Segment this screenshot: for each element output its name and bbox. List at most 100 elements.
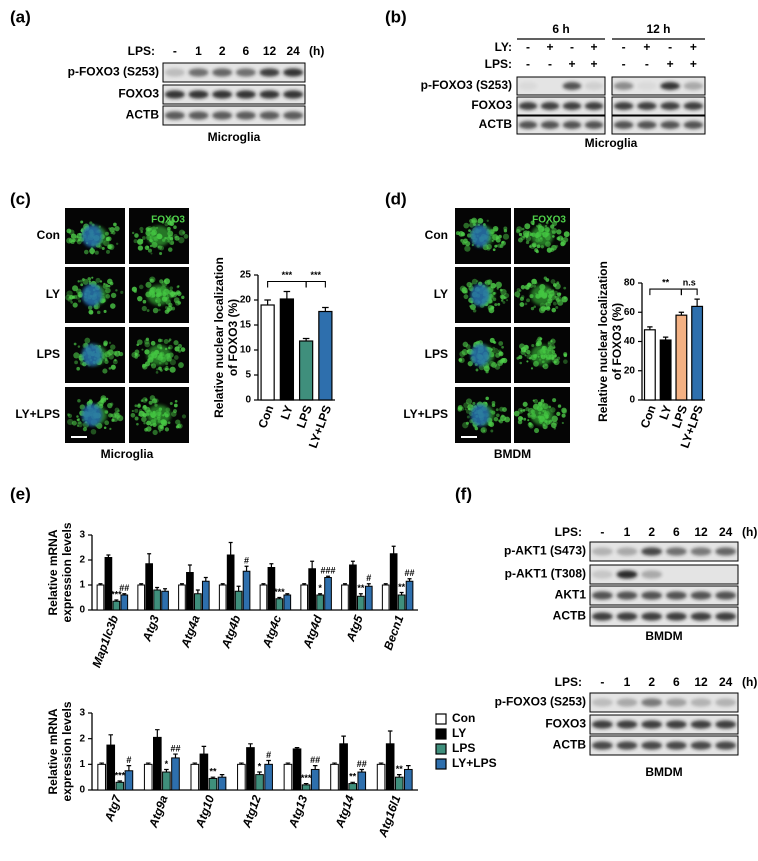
stain-dot — [144, 427, 148, 432]
blot-background — [589, 692, 739, 713]
bar — [283, 763, 293, 791]
bar — [349, 564, 357, 611]
stain-dot — [131, 351, 138, 358]
y-tick-label: 1 — [79, 580, 85, 591]
condition-label: LPS — [37, 347, 60, 361]
stain-dot — [116, 414, 120, 418]
stain-dot — [471, 278, 478, 285]
stain-dot — [152, 429, 158, 436]
significance-label: ## — [119, 583, 129, 593]
stain-dot — [112, 359, 118, 365]
blot-strip — [162, 62, 306, 83]
stain-dot — [173, 403, 178, 408]
sign-label: + — [690, 57, 697, 71]
stain-core — [530, 404, 554, 426]
stain-dot — [530, 367, 534, 370]
blot-band — [660, 82, 680, 90]
stain-core — [530, 344, 554, 366]
blot-background — [611, 96, 706, 116]
stain-dot — [76, 232, 83, 239]
blot-band — [690, 612, 712, 621]
stain-dot — [472, 401, 476, 405]
stain-dot — [104, 359, 109, 364]
stain-dot — [513, 410, 520, 417]
stain-dot — [562, 237, 569, 243]
bar — [376, 763, 386, 791]
stain-dot — [546, 306, 551, 311]
blot-band — [591, 547, 613, 556]
blot-background — [162, 62, 306, 83]
stain-dot — [519, 296, 524, 301]
stain-dot — [493, 227, 498, 232]
blot-band — [616, 720, 638, 729]
stain-dot — [146, 420, 151, 426]
stain-dot — [91, 276, 94, 279]
stain-dot — [539, 337, 543, 341]
stain-dot — [173, 297, 180, 304]
stain-dot — [550, 338, 556, 344]
x-tick-label: Atg7 — [101, 792, 124, 824]
stain-core — [147, 225, 171, 247]
stain-dot — [77, 421, 83, 428]
error-bar — [126, 765, 132, 771]
blot-band — [584, 121, 604, 129]
stain-dot — [182, 231, 186, 235]
stain-dot — [458, 358, 463, 362]
condition-label: Con — [37, 228, 60, 242]
stain-dot — [460, 406, 465, 411]
stain-dot — [521, 227, 525, 231]
error-bar — [406, 765, 411, 770]
stain-dot — [480, 427, 486, 433]
stain-dot — [150, 252, 153, 255]
stain-dot — [518, 232, 523, 237]
stain-dot — [534, 428, 540, 434]
stain-dot — [494, 303, 498, 307]
stain-dot — [469, 222, 475, 228]
stain-dot — [477, 217, 484, 224]
stain-dot — [141, 305, 147, 312]
stain-dot — [72, 238, 76, 243]
stain-dot — [77, 238, 81, 242]
significance-label: ** — [349, 772, 357, 782]
stain-dot — [103, 426, 107, 430]
bar — [124, 770, 134, 791]
stain-dot — [523, 417, 527, 421]
row-label: ACTB — [553, 609, 587, 623]
stain-dot — [519, 361, 522, 365]
legend-label: LY+LPS — [452, 756, 497, 770]
blot-band — [212, 90, 233, 99]
stain-dot — [91, 252, 94, 255]
stain-dot — [177, 285, 180, 288]
blot-strip — [516, 115, 606, 135]
micrograph — [65, 267, 125, 323]
stain-dot — [99, 280, 103, 283]
blot-background — [611, 115, 706, 135]
stain-dot — [469, 282, 474, 286]
y-tick-label: 60 — [624, 307, 636, 318]
lane-label: 2 — [648, 525, 655, 539]
y-axis-label: expression levels — [60, 522, 74, 622]
stain-dot — [73, 342, 77, 346]
y-axis-label: Relative mRNA — [46, 529, 60, 615]
significance-label: ## — [357, 759, 367, 769]
stain-dot — [556, 229, 562, 235]
blot-background — [516, 115, 606, 135]
caption: BMDM — [645, 765, 682, 779]
stain-dot — [120, 290, 124, 294]
blot-band — [283, 90, 304, 99]
stain-dot — [176, 423, 182, 429]
stain-dot — [555, 298, 560, 303]
stain-dot — [499, 288, 503, 292]
stain-dot — [173, 225, 177, 230]
bar — [405, 580, 414, 611]
stain-dot — [525, 407, 530, 412]
bar — [643, 329, 656, 401]
stain-dot — [535, 250, 539, 254]
nucleus — [470, 224, 490, 248]
stain-dot — [549, 343, 556, 350]
stain-dot — [495, 244, 499, 248]
bar — [115, 781, 125, 791]
stain-dot — [90, 428, 97, 435]
stain-dot — [83, 249, 89, 255]
x-tick-label: Map1lc3b — [89, 613, 121, 669]
